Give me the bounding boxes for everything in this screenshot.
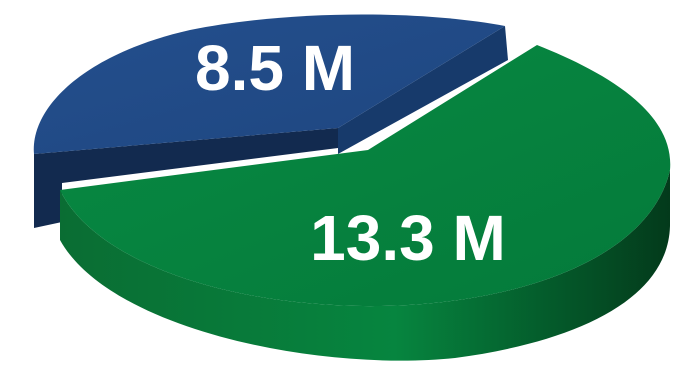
slice-8-5m-cut-face: [338, 26, 508, 154]
slice-13-3m-top: [60, 45, 671, 307]
slice-8-5m-side: [34, 128, 338, 228]
slice-8-5m-top: [33, 14, 506, 154]
slice-13-3m-side: [60, 170, 670, 361]
slice-8-5m: [33, 14, 508, 228]
data-label-13-3m: 13.3 M: [310, 202, 506, 274]
data-label-8-5m: 8.5 M: [195, 32, 355, 104]
slice-13-3m: [60, 45, 671, 361]
